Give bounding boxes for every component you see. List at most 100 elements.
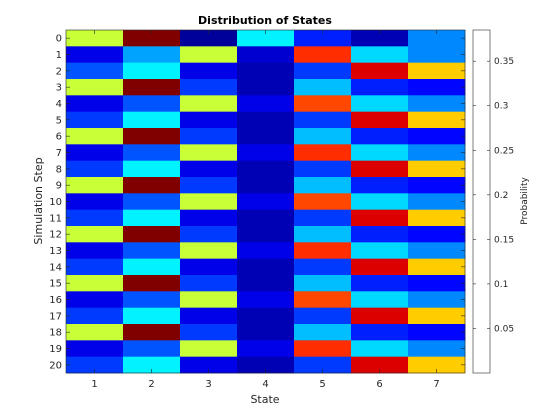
heatmap-cell — [237, 79, 294, 96]
heatmap-cell — [294, 63, 351, 80]
heatmap-cell — [294, 308, 351, 325]
chart-title: Distribution of States — [198, 14, 332, 27]
heatmap-cell — [123, 128, 180, 145]
heatmap-cell — [294, 324, 351, 341]
heatmap-cell — [237, 161, 294, 178]
heatmap-cell — [351, 112, 408, 129]
heatmap-cell — [351, 324, 408, 341]
heatmap-cell — [66, 193, 123, 210]
x-tick-label: 6 — [376, 379, 382, 390]
y-tick-label: 1 — [56, 50, 62, 61]
colorbar-tick-label: 0.15 — [494, 235, 514, 245]
heatmap-cell — [351, 275, 408, 292]
heatmap-cell — [237, 259, 294, 276]
heatmap-cell — [408, 193, 465, 210]
heatmap-cell — [294, 242, 351, 259]
heatmap-cell — [180, 95, 237, 112]
heatmap-cell — [237, 210, 294, 227]
heatmap-cell — [294, 161, 351, 178]
y-tick-label: 19 — [49, 344, 62, 355]
y-tick-label: 4 — [56, 99, 62, 110]
heatmap-cell — [123, 79, 180, 96]
colorbar-tick-label: 0.3 — [494, 102, 508, 112]
colorbar-ticks: 0.050.10.150.20.250.30.35 — [473, 57, 514, 334]
heatmap-cell — [408, 63, 465, 80]
heatmap-cell — [180, 63, 237, 80]
y-tick-label: 3 — [56, 83, 62, 94]
heatmap-cell — [237, 63, 294, 80]
heatmap-cell — [237, 193, 294, 210]
heatmap-cell — [66, 144, 123, 161]
heatmap-cell — [294, 128, 351, 145]
heatmap-cell — [237, 177, 294, 194]
heatmap-cell — [294, 144, 351, 161]
heatmap-cell — [237, 46, 294, 63]
y-tick-label: 13 — [49, 246, 62, 257]
y-tick-label: 12 — [49, 230, 62, 241]
heatmap-cell — [294, 95, 351, 112]
heatmap-cell — [123, 95, 180, 112]
heatmap-cell — [180, 144, 237, 161]
y-axis-label: Simulation Step — [32, 157, 45, 244]
heatmap-cell — [123, 308, 180, 325]
heatmap-cell — [237, 226, 294, 243]
heatmap-cell — [180, 161, 237, 178]
heatmap-cell — [66, 275, 123, 292]
heatmap-cell — [237, 144, 294, 161]
heatmap-cell — [351, 161, 408, 178]
heatmap-cell — [294, 259, 351, 276]
heatmap-cell — [66, 259, 123, 276]
heatmap-cells — [66, 30, 465, 373]
heatmap-cell — [180, 210, 237, 227]
y-tick-label: 8 — [56, 164, 62, 175]
y-tick-label: 10 — [49, 197, 62, 208]
heatmap-cell — [294, 291, 351, 308]
heatmap-cell — [408, 275, 465, 292]
heatmap-cell — [237, 340, 294, 357]
heatmap-cell — [180, 112, 237, 129]
heatmap-cell — [123, 210, 180, 227]
heatmap-cell — [123, 193, 180, 210]
heatmap-cell — [408, 112, 465, 129]
y-tick-label: 17 — [49, 311, 62, 322]
heatmap-cell — [66, 46, 123, 63]
heatmap-cell — [408, 210, 465, 227]
x-tick-label: 5 — [319, 379, 325, 390]
heatmap-cell — [180, 275, 237, 292]
heatmap-cell — [351, 242, 408, 259]
heatmap-cell — [294, 210, 351, 227]
y-tick-label: 11 — [49, 213, 62, 224]
heatmap-cell — [123, 144, 180, 161]
heatmap-cell — [66, 161, 123, 178]
heatmap-cell — [408, 144, 465, 161]
heatmap-cell — [351, 259, 408, 276]
colorbar-tick-label: 0.35 — [494, 57, 514, 67]
heatmap-cell — [351, 79, 408, 96]
heatmap-cell — [294, 226, 351, 243]
y-tick-label: 14 — [49, 262, 62, 273]
colorbar-label: Probability — [520, 177, 530, 225]
heatmap-cell — [237, 308, 294, 325]
heatmap-cell — [408, 242, 465, 259]
heatmap-cell — [408, 46, 465, 63]
heatmap-cell — [66, 324, 123, 341]
heatmap-cell — [351, 291, 408, 308]
heatmap-cell — [123, 242, 180, 259]
heatmap-cell — [351, 308, 408, 325]
heatmap-cell — [180, 177, 237, 194]
heatmap-cell — [408, 226, 465, 243]
colorbar — [473, 30, 490, 373]
heatmap-cell — [408, 340, 465, 357]
heatmap-cell — [351, 46, 408, 63]
heatmap-cell — [66, 128, 123, 145]
heatmap-cell — [180, 308, 237, 325]
heatmap-cell — [294, 112, 351, 129]
heatmap-cell — [351, 95, 408, 112]
heatmap-cell — [351, 144, 408, 161]
y-tick-label: 16 — [49, 295, 62, 306]
heatmap-cell — [180, 291, 237, 308]
heatmap-cell — [123, 275, 180, 292]
heatmap-cell — [408, 291, 465, 308]
y-tick-label: 20 — [49, 360, 62, 371]
